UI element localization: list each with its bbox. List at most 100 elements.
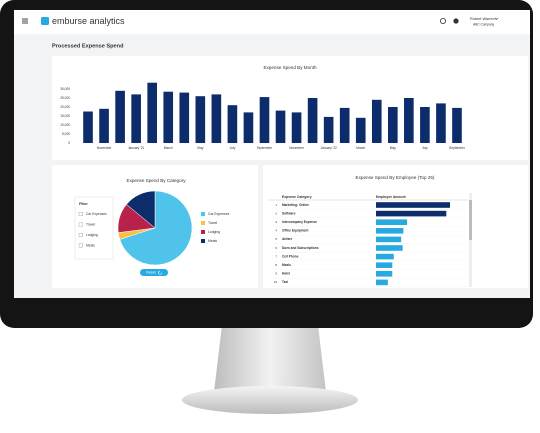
bar (376, 202, 450, 208)
row-category: Intercompany Expense (282, 220, 317, 224)
filter-option[interactable]: Meals (86, 243, 95, 247)
bar (227, 105, 238, 143)
filter-checkbox[interactable] (78, 232, 83, 237)
settings-icon[interactable] (453, 18, 459, 24)
logo-mark (41, 17, 49, 25)
reset-icon (158, 270, 162, 275)
x-tick-label: May (197, 146, 203, 150)
row-rank: 9 (275, 272, 277, 276)
legend-label: Car Expenses (208, 212, 230, 216)
filter-option[interactable]: Lodging (86, 233, 98, 237)
x-tick-label: July (422, 146, 428, 150)
bar (376, 262, 393, 268)
legend-swatch (201, 221, 205, 225)
filter-checkbox[interactable] (78, 243, 83, 248)
legend-label: Lodging (208, 230, 220, 234)
row-category: Office Equipment (282, 229, 309, 233)
user-name[interactable]: Robert Warren (470, 17, 495, 21)
chart-title: Expense Spend By Employee (Top 25) (356, 175, 435, 180)
filter-checkbox[interactable] (78, 222, 83, 227)
bar (376, 253, 394, 260)
filter-panel (74, 196, 114, 260)
row-rank: 8 (275, 263, 277, 267)
bar (420, 107, 430, 143)
y-tick-label: 0 (68, 141, 70, 145)
row-category: Dues and Subscriptions (282, 246, 319, 250)
x-tick-label: January '22 (320, 146, 337, 150)
x-tick-label: March (356, 146, 365, 150)
filter-option[interactable]: Car Expenses (86, 212, 107, 216)
x-tick-label: January '21 (128, 146, 145, 150)
monitor-base (182, 386, 358, 414)
x-tick-label: September (257, 146, 274, 150)
x-tick-label: September (449, 146, 466, 150)
bar (147, 82, 157, 143)
bar (376, 228, 404, 234)
bar (376, 219, 408, 225)
bar (339, 107, 350, 143)
legend-label: Meals (208, 239, 217, 243)
bar (376, 245, 403, 251)
reset-label[interactable]: Reset (146, 271, 155, 275)
chart-title: Expense Spend By Month (263, 65, 317, 70)
bar (323, 116, 334, 143)
bar (436, 103, 446, 143)
bar (376, 210, 447, 217)
bar (163, 91, 174, 143)
bar (291, 112, 302, 143)
row-category: Taxi (282, 280, 288, 284)
legend-swatch (201, 212, 205, 216)
bar (388, 107, 398, 143)
row-category: Marketing: Online (282, 203, 309, 207)
legend-swatch (201, 239, 205, 243)
row-rank: 1 (275, 203, 277, 207)
column-header: Employee Amount (376, 195, 407, 199)
y-tick-label: 15,000 (60, 114, 70, 118)
x-tick-label: July (230, 146, 236, 150)
row-category: Software (282, 211, 296, 215)
bar (131, 94, 141, 143)
bar (404, 98, 414, 143)
filter-option[interactable]: Travel (86, 222, 95, 226)
x-tick-label: March (164, 146, 173, 150)
x-tick-label: November (289, 146, 305, 150)
y-tick-label: 10,000 (60, 123, 70, 127)
row-rank: 7 (275, 254, 277, 258)
bar (371, 99, 382, 143)
filter-checkbox[interactable] (78, 211, 83, 216)
chart-title: Expense Spend By Category (127, 178, 187, 183)
company-name: ABC Company (473, 22, 494, 26)
bar (115, 90, 125, 143)
bar (243, 112, 254, 143)
bar (376, 236, 402, 243)
y-tick-label: 5,000 (62, 132, 70, 136)
legend-label: Travel (208, 221, 218, 225)
row-category: Meals (282, 263, 291, 267)
y-tick-label: 25,000 (60, 96, 70, 100)
legend-swatch (201, 230, 205, 234)
user-menu-chevron[interactable] (494, 17, 499, 20)
y-tick-label: 30,000 (60, 87, 70, 91)
x-tick-label: May (390, 146, 396, 150)
row-rank: 3 (275, 220, 277, 224)
menu-icon[interactable] (22, 18, 28, 24)
bar (275, 110, 286, 143)
row-rank: 2 (275, 211, 277, 215)
filter-title: Filter (79, 202, 88, 206)
help-icon[interactable] (439, 17, 446, 24)
scrollbar-thumb[interactable] (469, 200, 472, 240)
logo-text: emburse analytics (52, 16, 125, 26)
pie-slice (119, 190, 193, 266)
monitor-neck (214, 325, 326, 392)
bar (83, 111, 93, 143)
bar (179, 92, 190, 143)
pie-slice (126, 190, 156, 229)
bar (195, 96, 206, 143)
bar (307, 98, 318, 143)
row-rank: 6 (275, 246, 277, 250)
bar (376, 279, 388, 286)
x-tick-label: November (97, 146, 113, 150)
row-rank: 10 (274, 280, 278, 284)
